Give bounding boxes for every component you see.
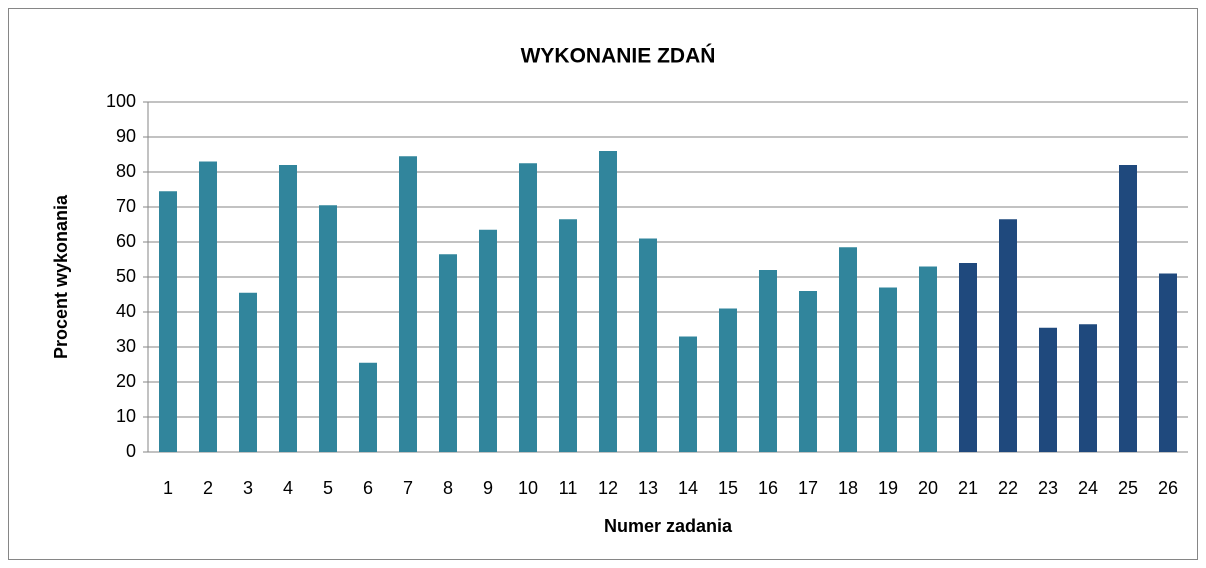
x-tick-label: 1	[163, 478, 173, 498]
x-tick-label: 8	[443, 478, 453, 498]
bar	[599, 151, 617, 452]
bar	[719, 308, 737, 452]
bar	[399, 156, 417, 452]
bar	[879, 287, 897, 452]
x-tick-label: 3	[243, 478, 253, 498]
x-tick-label: 6	[363, 478, 373, 498]
x-tick-label: 5	[323, 478, 333, 498]
x-axis-label: Numer zadania	[604, 516, 733, 536]
bar	[479, 229, 497, 452]
bar	[1039, 327, 1057, 452]
x-tick-label: 11	[559, 478, 578, 498]
y-tick-label: 70	[116, 196, 136, 216]
y-tick-label: 20	[116, 371, 136, 391]
bar	[799, 291, 817, 452]
bar	[559, 219, 577, 452]
x-tick-label: 26	[1158, 478, 1178, 498]
bar	[959, 263, 977, 452]
x-tick-label: 25	[1118, 478, 1138, 498]
x-tick-label: 13	[638, 478, 658, 498]
x-tick-label: 20	[918, 478, 938, 498]
x-tick-label: 17	[798, 478, 818, 498]
bar	[839, 247, 857, 452]
bar	[519, 163, 537, 452]
y-tick-label: 100	[106, 91, 136, 111]
y-tick-label: 60	[116, 231, 136, 251]
y-tick-label: 40	[116, 301, 136, 321]
x-tick-label: 9	[483, 478, 493, 498]
x-tick-label: 16	[758, 478, 778, 498]
bar	[439, 254, 457, 452]
bar	[759, 270, 777, 452]
bar	[359, 362, 377, 452]
bar	[999, 219, 1017, 452]
x-tick-label: 21	[958, 478, 978, 498]
x-tick-label: 18	[838, 478, 858, 498]
x-tick-label: 7	[403, 478, 413, 498]
bar	[639, 238, 657, 452]
x-tick-label: 15	[718, 478, 738, 498]
x-tick-label: 14	[678, 478, 698, 498]
y-tick-label: 80	[116, 161, 136, 181]
bar	[679, 336, 697, 452]
bar	[239, 292, 257, 452]
bar	[159, 191, 177, 452]
y-tick-label: 0	[126, 441, 136, 461]
bar	[199, 161, 217, 452]
bar	[279, 165, 297, 452]
bar	[319, 205, 337, 452]
y-tick-label: 50	[116, 266, 136, 286]
x-tick-label: 24	[1078, 478, 1098, 498]
bar	[1119, 165, 1137, 452]
x-tick-label: 22	[998, 478, 1018, 498]
x-tick-label: 19	[878, 478, 898, 498]
chart-title: WYKONANIE ZDAŃ	[521, 45, 716, 68]
x-tick-label: 23	[1038, 478, 1058, 498]
x-tick-label: 2	[203, 478, 213, 498]
y-tick-label: 10	[116, 406, 136, 426]
y-axis-label: Procent wykonania	[51, 194, 71, 359]
x-tick-label: 4	[283, 478, 293, 498]
x-tick-label: 12	[598, 478, 618, 498]
bar	[1159, 273, 1177, 452]
bar	[919, 266, 937, 452]
y-tick-label: 30	[116, 336, 136, 356]
y-tick-label: 90	[116, 126, 136, 146]
x-tick-label: 10	[518, 478, 538, 498]
bar	[1079, 324, 1097, 452]
